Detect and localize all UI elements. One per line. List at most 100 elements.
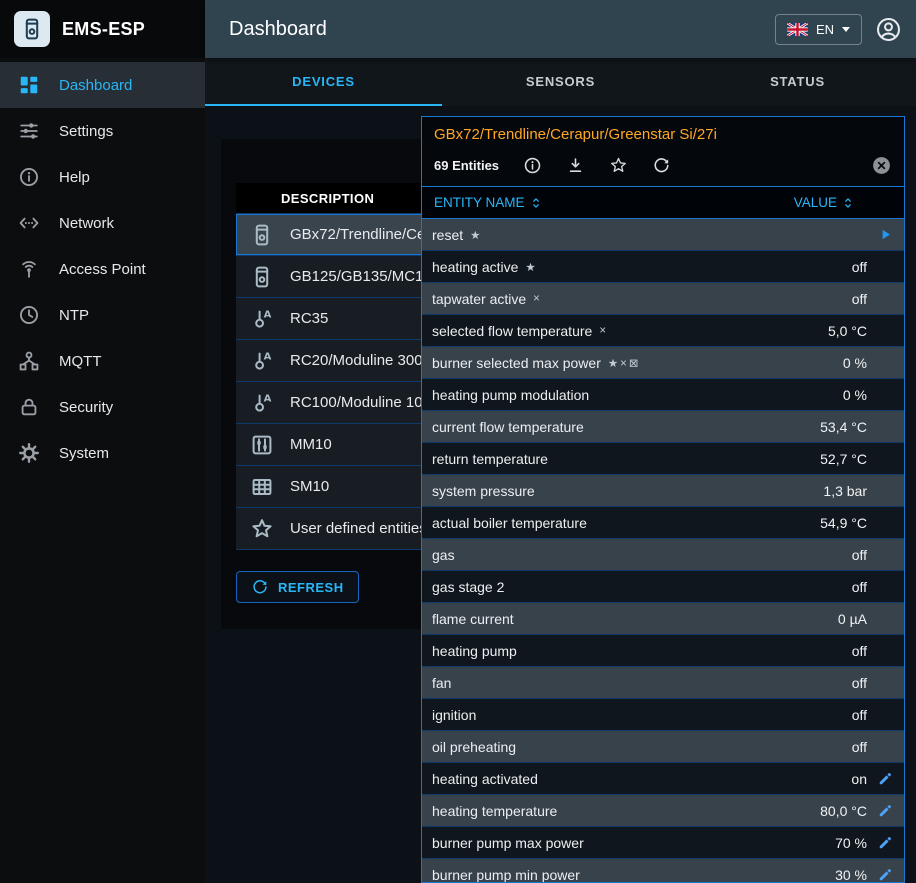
entity-value: 52,7 °C xyxy=(820,450,867,467)
entity-value: off xyxy=(851,706,867,723)
tab-status[interactable]: STATUS xyxy=(679,58,916,106)
network-icon xyxy=(18,212,40,234)
entity-name: oil preheating xyxy=(432,738,517,755)
language-selector[interactable]: EN xyxy=(774,13,862,45)
pencil-icon[interactable] xyxy=(877,770,894,787)
entity-name: heating activated xyxy=(432,770,538,787)
entity-row[interactable]: return temperature 52,7 °C xyxy=(422,443,904,475)
refresh-button[interactable]: REFRESH xyxy=(236,571,359,603)
sort-icon[interactable] xyxy=(528,195,544,211)
pencil-icon[interactable] xyxy=(877,834,894,851)
sidebar-item-label: Settings xyxy=(59,122,114,140)
entity-value: 1,3 bar xyxy=(823,482,867,499)
entity-row[interactable]: tapwater active × off xyxy=(422,283,904,315)
value-column[interactable]: VALUE xyxy=(794,195,856,211)
app-logo: EMS-ESP xyxy=(0,0,205,58)
entity-value: off xyxy=(851,738,867,755)
entity-name: tapwater active xyxy=(432,290,527,307)
entity-row[interactable]: heating pump off xyxy=(422,635,904,667)
entity-name: flame current xyxy=(432,610,514,627)
entity-name-column-label: ENTITY NAME xyxy=(434,195,525,210)
entity-row[interactable]: gas off xyxy=(422,539,904,571)
entity-row[interactable]: selected flow temperature × 5,0 °C xyxy=(422,315,904,347)
entity-rows: reset ★ heating active ★ off tapwater active ×… xyxy=(422,219,904,882)
entity-name: burner selected max power xyxy=(432,354,601,371)
entity-flags: ★ xyxy=(470,229,483,242)
entity-name-column[interactable]: ENTITY NAME xyxy=(434,195,544,211)
entity-row[interactable]: heating temperature 80,0 °C xyxy=(422,795,904,827)
entity-flags: ★×⊠ xyxy=(607,357,641,370)
svg-text:A: A xyxy=(264,351,272,362)
entity-value: off xyxy=(851,642,867,659)
entity-name: return temperature xyxy=(432,450,548,467)
entity-row[interactable]: ignition off xyxy=(422,699,904,731)
entity-row[interactable]: reset ★ xyxy=(422,219,904,251)
entity-row[interactable]: oil preheating off xyxy=(422,731,904,763)
sidebar-item-settings[interactable]: Settings xyxy=(0,108,205,154)
download-icon[interactable] xyxy=(566,156,585,175)
entity-row[interactable]: heating activated on xyxy=(422,763,904,795)
uk-flag-icon xyxy=(786,22,808,36)
page-title: Dashboard xyxy=(229,17,327,40)
entity-row[interactable]: actual boiler temperature 54,9 °C xyxy=(422,507,904,539)
sidebar-item-help[interactable]: Help xyxy=(0,154,205,200)
sidebar-item-security[interactable]: Security xyxy=(0,384,205,430)
hub-icon xyxy=(18,350,40,372)
account-icon[interactable] xyxy=(875,16,902,43)
device-name: RC100/Moduline 100 xyxy=(290,394,431,411)
pencil-icon[interactable] xyxy=(877,802,894,819)
entity-row[interactable]: heating pump modulation 0 % xyxy=(422,379,904,411)
entity-row[interactable]: gas stage 2 off xyxy=(422,571,904,603)
main-area: Dashboard EN DEVICES SENSORS STATUS DESCRI… xyxy=(205,0,916,883)
entity-row[interactable]: heating active ★ off xyxy=(422,251,904,283)
sidebar-item-mqtt[interactable]: MQTT xyxy=(0,338,205,384)
chevron-down-icon xyxy=(842,26,850,32)
close-icon[interactable] xyxy=(871,155,892,176)
tune-icon xyxy=(18,120,40,142)
app-title: EMS-ESP xyxy=(62,18,146,39)
tab-devices[interactable]: DEVICES xyxy=(205,58,442,106)
sort-icon[interactable] xyxy=(840,195,856,211)
sidebar-item-label: Help xyxy=(59,168,90,186)
play-icon[interactable] xyxy=(877,226,894,243)
entity-row[interactable]: current flow temperature 53,4 °C xyxy=(422,411,904,443)
entity-name: selected flow temperature xyxy=(432,322,593,339)
solar-icon xyxy=(250,475,274,499)
entity-row[interactable]: burner pump min power 30 % xyxy=(422,859,904,882)
sidebar-item-network[interactable]: Network xyxy=(0,200,205,246)
entity-name: actual boiler temperature xyxy=(432,514,587,531)
entity-table-header: ENTITY NAME VALUE xyxy=(422,186,904,219)
entity-row[interactable]: flame current 0 µA xyxy=(422,603,904,635)
entity-row[interactable]: burner selected max power ★×⊠ 0 % xyxy=(422,347,904,379)
entity-action-slot xyxy=(867,226,894,243)
entity-value: off xyxy=(851,290,867,307)
sidebar-item-system[interactable]: System xyxy=(0,430,205,476)
entity-name: heating pump xyxy=(432,642,517,659)
sidebar: EMS-ESP Dashboard Settings Help Network Acce… xyxy=(0,0,205,883)
entity-name: heating active xyxy=(432,258,519,275)
favorites-icon[interactable] xyxy=(609,156,628,175)
tab-sensors[interactable]: SENSORS xyxy=(442,58,679,106)
sidebar-item-dashboard[interactable]: Dashboard xyxy=(0,62,205,108)
sidebar-item-label: System xyxy=(59,444,110,462)
entity-row[interactable]: burner pump max power 70 % xyxy=(422,827,904,859)
info-icon[interactable] xyxy=(523,156,542,175)
tabbar: DEVICES SENSORS STATUS xyxy=(205,58,916,106)
thermostat-icon: A xyxy=(250,307,274,331)
device-entities-panel: GBx72/Trendline/Cerapur/Greenstar Si/27i… xyxy=(421,116,905,883)
sidebar-nav: Dashboard Settings Help Network Access Point… xyxy=(0,58,205,476)
entity-row[interactable]: system pressure 1,3 bar xyxy=(422,475,904,507)
entity-value: 30 % xyxy=(835,866,867,883)
sidebar-item-ntp[interactable]: NTP xyxy=(0,292,205,338)
info-icon xyxy=(18,166,40,188)
entity-row[interactable]: fan off xyxy=(422,667,904,699)
device-name: SM10 xyxy=(290,478,330,495)
pencil-icon[interactable] xyxy=(877,866,894,882)
boiler-icon xyxy=(250,223,274,247)
sidebar-item-access-point[interactable]: Access Point xyxy=(0,246,205,292)
refresh-entities-icon[interactable] xyxy=(652,156,671,175)
sidebar-item-label: Access Point xyxy=(59,260,146,278)
entity-name: burner pump min power xyxy=(432,866,580,883)
entity-flags: × xyxy=(599,324,609,337)
gear-icon xyxy=(18,442,40,464)
